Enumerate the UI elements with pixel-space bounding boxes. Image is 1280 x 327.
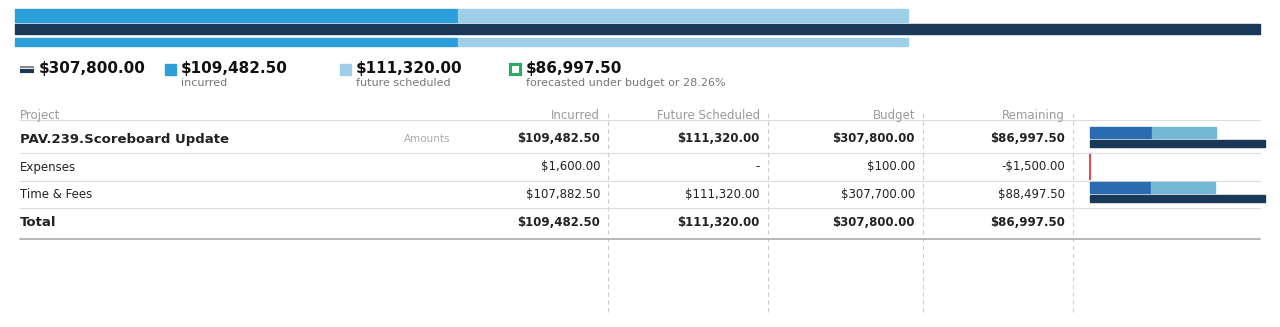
Text: $1,600.00: $1,600.00 bbox=[540, 161, 600, 174]
Text: $111,320.00: $111,320.00 bbox=[356, 61, 462, 77]
Text: $86,997.50: $86,997.50 bbox=[991, 215, 1065, 229]
Text: Remaining: Remaining bbox=[1002, 109, 1065, 122]
Text: Expenses: Expenses bbox=[20, 161, 76, 174]
Bar bbox=[15, 24, 1260, 34]
Bar bbox=[458, 38, 908, 46]
Bar bbox=[1091, 140, 1265, 147]
Text: incurred: incurred bbox=[180, 78, 228, 88]
Bar bbox=[458, 9, 908, 22]
Text: $111,320.00: $111,320.00 bbox=[677, 215, 760, 229]
Text: Time & Fees: Time & Fees bbox=[20, 187, 92, 200]
Text: $109,482.50: $109,482.50 bbox=[180, 61, 288, 77]
Bar bbox=[15, 9, 458, 22]
Text: Project: Project bbox=[20, 109, 60, 122]
Bar bbox=[15, 38, 458, 46]
Text: forecasted under budget or 28.26%: forecasted under budget or 28.26% bbox=[526, 78, 726, 88]
Bar bbox=[1091, 195, 1265, 202]
Text: PAV.239.Scoreboard Update: PAV.239.Scoreboard Update bbox=[20, 132, 229, 146]
Text: Budget: Budget bbox=[873, 109, 915, 122]
Bar bbox=[1091, 182, 1151, 193]
Text: $107,882.50: $107,882.50 bbox=[526, 187, 600, 200]
Text: $109,482.50: $109,482.50 bbox=[517, 132, 600, 146]
Text: $100.00: $100.00 bbox=[867, 161, 915, 174]
Text: -: - bbox=[755, 161, 760, 174]
Text: $111,320.00: $111,320.00 bbox=[677, 132, 760, 146]
Text: $307,800.00: $307,800.00 bbox=[832, 132, 915, 146]
Bar bbox=[1091, 127, 1152, 138]
Bar bbox=[340, 64, 351, 75]
Text: $307,800.00: $307,800.00 bbox=[38, 61, 146, 77]
Text: Incurred: Incurred bbox=[550, 109, 600, 122]
Text: Future Scheduled: Future Scheduled bbox=[657, 109, 760, 122]
Text: $86,997.50: $86,997.50 bbox=[526, 61, 622, 77]
Text: $307,700.00: $307,700.00 bbox=[841, 187, 915, 200]
Text: -$1,500.00: -$1,500.00 bbox=[1001, 161, 1065, 174]
Text: Total: Total bbox=[20, 215, 56, 229]
Text: $109,482.50: $109,482.50 bbox=[517, 215, 600, 229]
Bar bbox=[165, 64, 177, 75]
Bar bbox=[1152, 127, 1216, 138]
Text: $86,997.50: $86,997.50 bbox=[991, 132, 1065, 146]
Text: Amounts: Amounts bbox=[403, 134, 451, 144]
Text: $307,800.00: $307,800.00 bbox=[832, 215, 915, 229]
Text: future scheduled: future scheduled bbox=[356, 78, 451, 88]
Text: $111,320.00: $111,320.00 bbox=[686, 187, 760, 200]
Bar bbox=[509, 64, 521, 75]
Bar bbox=[512, 66, 518, 73]
Text: $88,497.50: $88,497.50 bbox=[998, 187, 1065, 200]
Bar bbox=[1151, 182, 1215, 193]
